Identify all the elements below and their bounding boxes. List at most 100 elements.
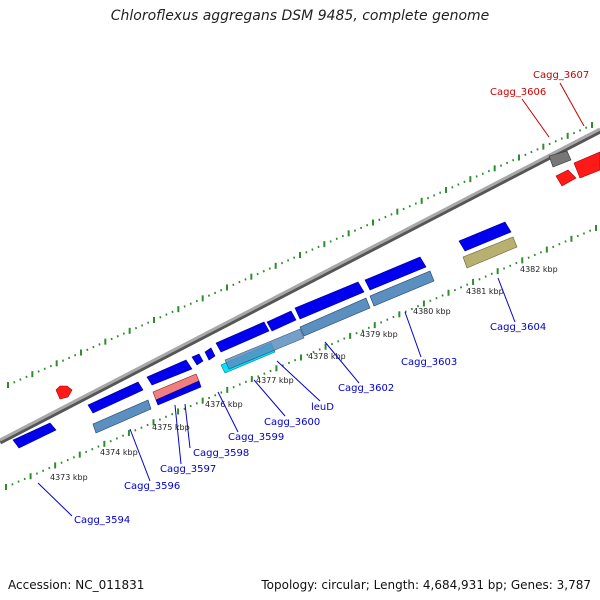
gene-feature-cagg-3602[interactable] — [294, 281, 365, 320]
gene-label-leader — [184, 403, 191, 449]
tick-mark — [141, 324, 144, 327]
scale-label: 4382 kbp — [520, 265, 558, 274]
gene-label[interactable]: Cagg_3597 — [160, 464, 216, 475]
tick-mark — [256, 272, 259, 276]
gene-label-leader — [559, 82, 585, 127]
tick-mark — [337, 340, 340, 343]
gene-label[interactable]: Cagg_3600 — [264, 417, 320, 428]
gene-label-leader — [521, 98, 550, 138]
gene-label[interactable]: Cagg_3604 — [490, 322, 546, 333]
gene-label[interactable]: Cagg_3596 — [124, 481, 180, 492]
tick-mark — [220, 391, 223, 394]
gene-feature-cagg-3604[interactable] — [458, 221, 512, 252]
tick-mark — [68, 356, 71, 360]
gene-feature-cagg-3598[interactable] — [191, 353, 204, 366]
tick-mark — [435, 296, 438, 300]
tick-mark — [37, 370, 40, 373]
tick-mark — [481, 172, 484, 175]
tick-mark — [25, 375, 28, 379]
tick-mark — [487, 169, 490, 173]
tick-mark — [558, 242, 561, 246]
tick-mark — [392, 315, 395, 319]
tick-mark — [60, 461, 63, 464]
tick-mark — [306, 353, 309, 356]
scale-label: 4380 kbp — [413, 307, 451, 316]
gene-feature-cagg-3603[interactable] — [364, 256, 427, 291]
tick-mark — [579, 129, 582, 132]
tick-mark — [404, 310, 407, 313]
tick-mark — [335, 237, 338, 240]
tick-mark — [536, 148, 539, 151]
tick-mark — [318, 348, 321, 351]
gene-label[interactable]: Cagg_3594 — [74, 515, 130, 526]
tick-mark — [109, 439, 112, 443]
tick-mark — [244, 278, 247, 281]
cds-feature-cagg-3600b[interactable] — [224, 328, 305, 370]
gene-feature-cagg-3594[interactable] — [12, 422, 57, 449]
gene-label[interactable]: Cagg_3603 — [401, 357, 457, 368]
tick-mark — [97, 445, 100, 448]
tick-mark — [48, 466, 51, 470]
tick-mark — [214, 291, 217, 295]
tick-mark — [552, 245, 555, 249]
gene-label[interactable]: Cagg_3599 — [228, 432, 284, 443]
tick-mark — [554, 140, 557, 143]
tick-mark — [548, 142, 551, 146]
tick-mark — [11, 483, 14, 486]
tick-mark — [330, 342, 334, 346]
tick-mark — [165, 313, 168, 316]
gene-feature-cagg-3597[interactable] — [146, 359, 193, 386]
tick-mark — [564, 240, 567, 243]
cds-feature-cagg-3597b[interactable] — [155, 380, 202, 406]
tick-mark — [171, 310, 174, 314]
scale-label: 4379 kbp — [360, 330, 398, 339]
tick-mark — [560, 137, 563, 140]
gene-label[interactable]: leuD — [311, 402, 334, 413]
cds-feature-cagg-3603[interactable] — [369, 270, 435, 307]
tick-mark — [134, 429, 137, 432]
gene-feature-red-mid[interactable] — [555, 169, 577, 187]
backbone — [0, 127, 600, 442]
cds-feature-cagg-3602[interactable] — [299, 297, 371, 337]
gene-feature-cagg-3600[interactable] — [215, 321, 270, 353]
tick-mark — [262, 270, 265, 273]
tick-mark — [384, 215, 387, 219]
gene-label[interactable]: Cagg_3598 — [193, 448, 249, 459]
scale-label: 4378 kbp — [308, 352, 346, 361]
gene-label[interactable]: Cagg_3607 — [533, 70, 589, 81]
tick-mark — [366, 224, 369, 227]
tick-mark — [311, 248, 314, 251]
tick-mark — [408, 205, 411, 208]
gene-label[interactable]: Cagg_3602 — [338, 383, 394, 394]
accession-text: Accession: NC_011831 — [8, 578, 145, 592]
backbone-shadow — [0, 128, 600, 445]
tick-mark — [23, 477, 26, 481]
gene-feature-cagg-3607[interactable] — [573, 151, 600, 179]
tick-mark — [506, 161, 509, 165]
tick-mark — [509, 264, 512, 267]
cds-feature-cagg-3596[interactable] — [92, 399, 152, 434]
cds-feature-cagg-3604[interactable] — [462, 236, 518, 269]
gene-feature-cagg-3596[interactable] — [87, 381, 144, 414]
tick-mark — [147, 321, 150, 324]
tick-mark — [171, 412, 174, 416]
gene-feature-cagg-3599[interactable] — [204, 347, 216, 361]
tick-mark — [74, 354, 77, 357]
gene-feature-red-small[interactable] — [55, 385, 73, 400]
tick-mark — [146, 423, 149, 427]
gene-label[interactable]: Cagg_3606 — [490, 87, 546, 98]
tick-mark — [35, 472, 39, 475]
gene-feature-cagg-3606[interactable] — [548, 150, 572, 168]
tick-mark — [441, 294, 444, 297]
tick-mark — [92, 345, 95, 349]
tick-mark — [515, 261, 518, 265]
gene-label-group: Cagg_3594 Cagg_3596 Cagg_3597 Cagg_3598 Cagg… — [37, 70, 589, 526]
tick-mark — [43, 367, 46, 370]
tick-mark — [367, 326, 370, 330]
tick-mark — [353, 229, 357, 232]
scale-label: 4381 kbp — [466, 287, 504, 296]
tick-mark — [312, 350, 315, 354]
tick-mark — [91, 448, 94, 451]
gene-feature-leud[interactable] — [266, 310, 297, 332]
